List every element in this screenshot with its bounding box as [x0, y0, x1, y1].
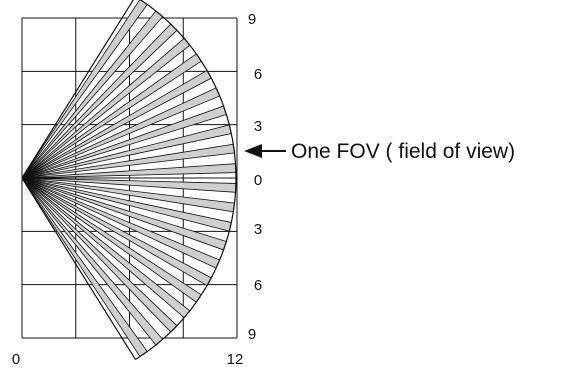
right-axis-label: 9 — [248, 11, 256, 28]
right-axis-label: 6 — [254, 66, 262, 83]
right-axis-label: 6 — [254, 277, 262, 294]
bottom-axis-label: 12 — [227, 351, 244, 368]
detection-range-arc — [135, 0, 237, 360]
fan-edge-line — [21, 177, 136, 360]
callout-label: One FOV ( field of view) — [291, 140, 515, 163]
detection-zones — [21, 0, 237, 360]
right-axis-label: 3 — [254, 118, 262, 135]
fan-edge-line — [21, 0, 134, 179]
right-axis-label: 0 — [254, 172, 262, 189]
callout-arrowhead-icon — [244, 144, 262, 158]
bottom-axis-label: 0 — [12, 351, 20, 368]
right-axis-label: 3 — [254, 221, 262, 238]
fov-callout: One FOV ( field of view) — [244, 140, 515, 163]
right-axis-label: 9 — [248, 326, 256, 343]
